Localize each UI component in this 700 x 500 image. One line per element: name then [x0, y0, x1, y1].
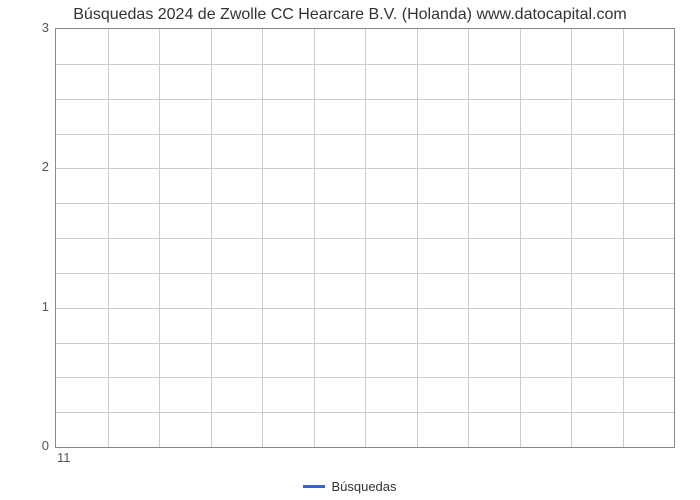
grid-hline	[56, 64, 674, 65]
legend-label: Búsquedas	[331, 479, 396, 494]
grid-hline	[56, 412, 674, 413]
y-tick-label: 3	[29, 20, 49, 35]
y-tick-label: 0	[29, 438, 49, 453]
grid-hline	[56, 273, 674, 274]
plot-area	[55, 28, 675, 448]
grid-hline	[56, 99, 674, 100]
grid-hline	[56, 308, 674, 309]
y-tick-label: 1	[29, 299, 49, 314]
grid-hline	[56, 134, 674, 135]
grid-hline	[56, 203, 674, 204]
legend-swatch	[303, 485, 325, 488]
y-tick-label: 2	[29, 159, 49, 174]
grid-hline	[56, 168, 674, 169]
legend: Búsquedas	[0, 478, 700, 494]
chart-container: Búsquedas 2024 de Zwolle CC Hearcare B.V…	[0, 0, 700, 500]
grid-hline	[56, 238, 674, 239]
chart-title: Búsquedas 2024 de Zwolle CC Hearcare B.V…	[0, 6, 700, 24]
horizontal-gridlines	[56, 29, 674, 447]
x-tick-label: 11	[57, 450, 71, 465]
grid-hline	[56, 377, 674, 378]
grid-hline	[56, 343, 674, 344]
